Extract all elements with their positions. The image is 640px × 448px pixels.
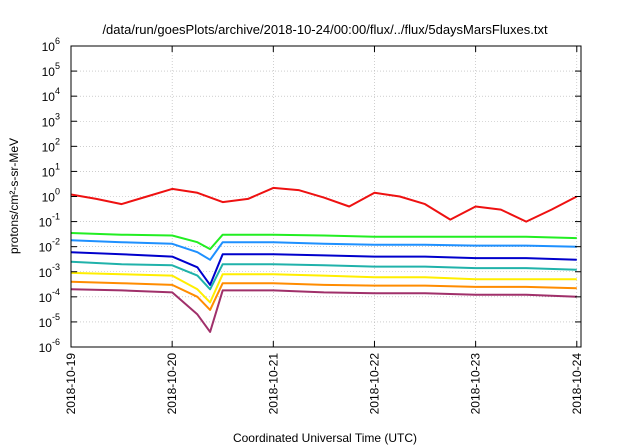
series-lines [70,186,578,333]
x-tick-label: 2018-10-23 [469,353,483,415]
series-line-7 [70,280,577,311]
y-tick-label: 10-5 [39,312,60,330]
series-line-5 [70,260,577,291]
y-tick-label: 100 [42,187,60,205]
y-tick-label: 105 [42,61,60,79]
series-line-8 [70,288,577,333]
y-tick-label: 10-2 [39,237,60,255]
y-tick-label: 104 [42,86,60,104]
series-line-1 [70,186,578,223]
y-tick-label: 103 [42,111,60,129]
y-tick-label: 10-4 [39,287,60,305]
x-tick-label: 2018-10-24 [570,353,584,415]
x-tick-label: 2018-10-22 [367,353,381,415]
x-tick-label: 2018-10-19 [64,353,78,415]
series-line-2 [70,232,577,251]
x-tick-label: 2018-10-21 [266,353,280,415]
y-tick-label: 10-1 [39,212,60,230]
y-tick-label: 106 [42,36,60,54]
y-tick-label: 10-6 [39,337,60,355]
y-axis-label: protons/cm²-s-sr-MeV [7,138,21,254]
y-tick-label: 10-3 [39,262,60,280]
chart-title: /data/run/goesPlots/archive/2018-10-24/0… [102,22,548,37]
series-line-6 [70,271,577,304]
x-axis-label: Coordinated Universal Time (UTC) [233,431,417,445]
series-line-4 [70,251,577,286]
ticks: 10-6 10-5 10-4 10-3 10-2 10-1 100 101 102 103 104 1… [39,36,584,414]
y-tick-label: 101 [42,161,60,179]
x-tick-label: 2018-10-20 [165,353,179,415]
y-tick-label: 102 [42,136,60,154]
series-line-3 [70,239,577,261]
